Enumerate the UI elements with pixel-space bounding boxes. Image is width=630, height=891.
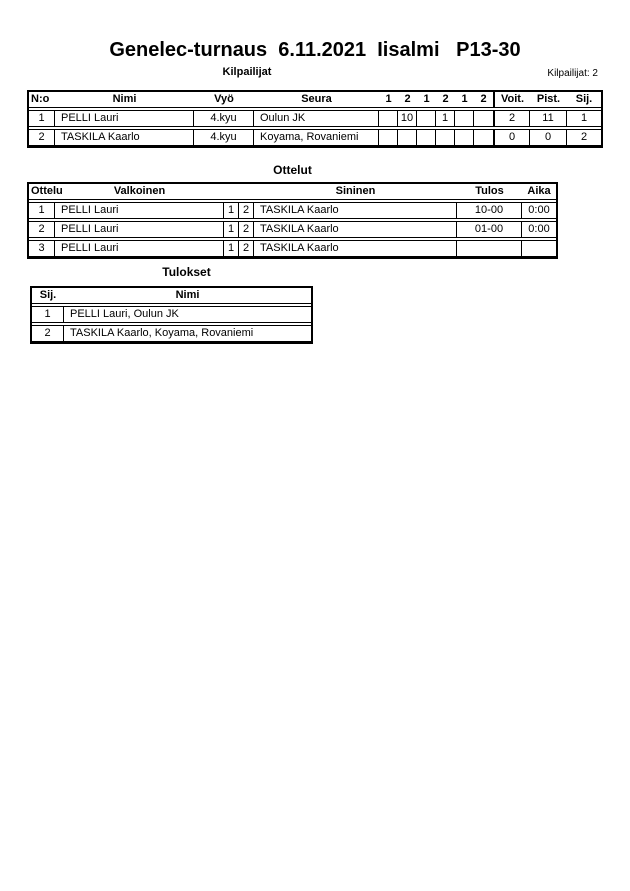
- cell-corner-2: 2: [239, 222, 254, 237]
- cell-valkoinen: PELLI Lauri: [55, 241, 224, 256]
- header-seura: Seura: [301, 93, 332, 105]
- kilpailijat-table: N:o Nimi Vyö Seura 1 2 1 2 1 2 Voit. Pis…: [27, 90, 603, 148]
- header-score-1: 1: [385, 93, 392, 105]
- cell-score-5: [455, 111, 474, 126]
- page-title: Genelec-turnaus 6.11.2021 Iisalmi P13-30: [109, 39, 521, 61]
- tulokset-header-row: Sij. Nimi: [32, 288, 311, 304]
- cell-nimi: TASKILA Kaarlo: [55, 130, 194, 145]
- cell-nimi: PELLI Lauri, Oulun JK: [70, 308, 179, 320]
- cell-aika: 0:00: [528, 204, 550, 216]
- header-ottelu: Ottelu: [31, 185, 63, 197]
- cell-tulos: 01-00: [457, 222, 522, 237]
- table-row: 2 PELLI Lauri 1 2 TASKILA Kaarlo 01-00 0…: [29, 221, 556, 238]
- cell-score-1: [379, 130, 398, 145]
- header-tulos: Tulos: [475, 185, 504, 197]
- cell-sij: 2: [580, 131, 588, 143]
- header-vyo: Vyö: [214, 93, 234, 105]
- kilpailijat-section-heading: Kilpailijat: [222, 66, 272, 78]
- cell-score-2: 10: [398, 111, 417, 126]
- cell-vyo: 4.kyu: [194, 111, 254, 126]
- cell-sininen: TASKILA Kaarlo: [254, 203, 457, 218]
- cell-nimi: TASKILA Kaarlo, Koyama, Rovaniemi: [70, 327, 254, 339]
- header-spacer-2: [239, 184, 254, 199]
- table-row: 2 TASKILA Kaarlo, Koyama, Rovaniemi: [32, 325, 311, 342]
- header-score-2: 2: [404, 93, 411, 105]
- header-sij: Sij.: [39, 289, 57, 301]
- header-voit: Voit.: [493, 92, 530, 107]
- header-pist: Pist.: [536, 93, 561, 105]
- cell-sij: 1: [32, 307, 64, 322]
- cell-sininen: TASKILA Kaarlo: [254, 241, 457, 256]
- cell-sij: 2: [32, 326, 64, 341]
- header-sininen: Sininen: [335, 185, 376, 197]
- tulokset-table: Sij. Nimi 1 PELLI Lauri, Oulun JK 2 TASK…: [30, 286, 313, 344]
- cell-score-6: [474, 130, 493, 145]
- cell-aika: [522, 241, 556, 256]
- cell-match-no: 1: [29, 203, 55, 218]
- cell-score-4: 1: [436, 111, 455, 126]
- cell-corner-1: 1: [224, 222, 239, 237]
- cell-no: 2: [29, 130, 55, 145]
- cell-seura: Oulun JK: [254, 111, 379, 126]
- kilpailijat-header-row: N:o Nimi Vyö Seura 1 2 1 2 1 2 Voit. Pis…: [29, 92, 601, 108]
- cell-valkoinen: PELLI Lauri: [55, 203, 224, 218]
- cell-score-6: [474, 111, 493, 126]
- header-nimi: Nimi: [112, 93, 137, 105]
- cell-pist: 11: [530, 111, 567, 126]
- cell-corner-1: 1: [224, 241, 239, 256]
- cell-corner-2: 2: [239, 241, 254, 256]
- cell-voit: 2: [493, 111, 530, 126]
- cell-corner-1: 1: [224, 203, 239, 218]
- header-valkoinen: Valkoinen: [113, 185, 166, 197]
- cell-sij: 1: [580, 112, 588, 124]
- cell-valkoinen: PELLI Lauri: [55, 222, 224, 237]
- cell-vyo: 4.kyu: [194, 130, 254, 145]
- ottelut-section-heading: Ottelut: [273, 163, 312, 177]
- table-row: 3 PELLI Lauri 1 2 TASKILA Kaarlo: [29, 240, 556, 257]
- cell-score-1: [379, 111, 398, 126]
- cell-score-2: [398, 130, 417, 145]
- cell-score-3: [417, 130, 436, 145]
- table-row: 1 PELLI Lauri, Oulun JK: [32, 306, 311, 323]
- cell-aika: 0:00: [528, 223, 550, 235]
- competitors-count: Kilpailijat: 2: [547, 68, 598, 79]
- cell-nimi: PELLI Lauri: [55, 111, 194, 126]
- cell-score-4: [436, 130, 455, 145]
- header-score-5: 1: [461, 93, 468, 105]
- ottelut-header-row: Ottelu Valkoinen Sininen Tulos Aika: [29, 184, 556, 200]
- cell-sininen: TASKILA Kaarlo: [254, 222, 457, 237]
- table-row: 1 PELLI Lauri 1 2 TASKILA Kaarlo 10-00 0…: [29, 202, 556, 219]
- header-sij: Sij.: [575, 93, 593, 105]
- cell-tulos: [457, 241, 522, 256]
- header-score-3: 1: [423, 93, 430, 105]
- cell-score-3: [417, 111, 436, 126]
- header-score-4: 2: [442, 93, 449, 105]
- table-row: 1 PELLI Lauri 4.kyu Oulun JK 10 1 2 11 1: [29, 110, 601, 127]
- header-nimi: Nimi: [175, 289, 200, 301]
- table-row: 2 TASKILA Kaarlo 4.kyu Koyama, Rovaniemi…: [29, 129, 601, 146]
- header-aika: Aika: [527, 185, 551, 197]
- cell-score-5: [455, 130, 474, 145]
- cell-corner-2: 2: [239, 203, 254, 218]
- tulokset-section-heading: Tulokset: [162, 265, 211, 279]
- cell-voit: 0: [493, 130, 530, 145]
- header-score-6: 2: [480, 93, 487, 105]
- cell-pist: 0: [530, 130, 567, 145]
- cell-seura: Koyama, Rovaniemi: [254, 130, 379, 145]
- header-spacer-1: [224, 184, 239, 199]
- cell-match-no: 3: [29, 241, 55, 256]
- cell-no: 1: [29, 111, 55, 126]
- cell-match-no: 2: [29, 222, 55, 237]
- cell-tulos: 10-00: [457, 203, 522, 218]
- header-no: N:o: [31, 93, 50, 105]
- ottelut-table: Ottelu Valkoinen Sininen Tulos Aika 1 PE…: [27, 182, 558, 259]
